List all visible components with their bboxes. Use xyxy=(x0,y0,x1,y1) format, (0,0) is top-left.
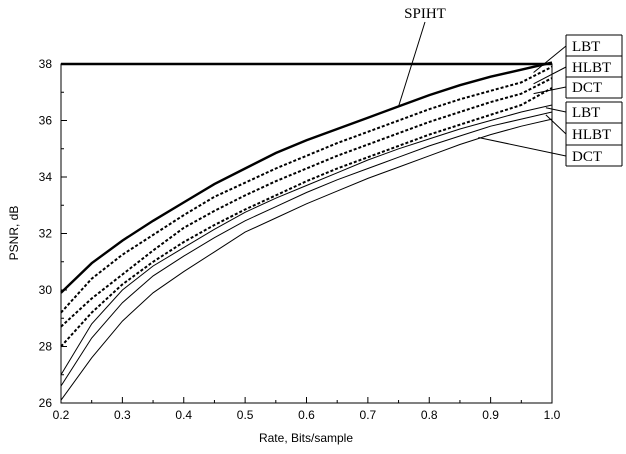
x-tick-label: 0.2 xyxy=(53,408,70,422)
lower-label-hlbt: HLBT xyxy=(572,127,611,143)
series-line-dct-dotted xyxy=(60,87,553,348)
upper-label-lbt: LBT xyxy=(572,39,600,55)
series-line-hlbt-thin-solid xyxy=(60,111,553,387)
plot-lines xyxy=(60,61,553,401)
y-axis-ticks: 26 28 30 32 34 36 38 xyxy=(39,57,67,410)
y-tick-label: 32 xyxy=(39,227,53,241)
y-tick-label: 36 xyxy=(39,114,53,128)
x-tick-label: 0.9 xyxy=(482,408,499,422)
series-line-hlbt-dotted xyxy=(60,77,553,328)
x-axis-title: Rate, Bits/sample xyxy=(259,431,353,445)
y-tick-label: 30 xyxy=(39,283,53,297)
upper-label-hlbt: HLBT xyxy=(572,60,611,76)
series-line-dct-thin-solid xyxy=(60,118,553,401)
annotations: SPIHT LBT HLBT DCT LBT HLBT DCT xyxy=(398,6,623,167)
spiht-label: SPIHT xyxy=(404,6,446,22)
x-tick-label: 0.8 xyxy=(421,408,438,422)
x-tick-label: 0.5 xyxy=(237,408,254,422)
series-line-spiht-thick-solid xyxy=(60,61,553,294)
lower-label-leader xyxy=(545,114,567,135)
x-axis-ticks: 0.2 0.3 0.4 0.5 0.6 0.7 0.8 0.9 1.0 xyxy=(53,397,561,422)
x-tick-label: 1.0 xyxy=(544,408,561,422)
x-tick-label: 0.6 xyxy=(298,408,315,422)
y-tick-label: 26 xyxy=(39,396,53,410)
upper-label-leader xyxy=(533,45,567,73)
upper-label-leader xyxy=(533,66,567,85)
upper-label-leader xyxy=(533,86,567,95)
y-tick-label: 28 xyxy=(39,340,53,354)
x-tick-label: 0.7 xyxy=(360,408,377,422)
spiht-leader xyxy=(398,21,426,107)
y-axis-title: PSNR, dB xyxy=(7,206,21,261)
lower-label-leader xyxy=(545,107,567,113)
x-tick-label: 0.3 xyxy=(114,408,131,422)
lower-label-leader xyxy=(478,136,567,157)
series-line-lbt-thin-solid xyxy=(60,104,553,376)
y-tick-label: 38 xyxy=(39,57,53,71)
upper-label-dct: DCT xyxy=(572,80,602,96)
lower-label-dct: DCT xyxy=(572,149,602,165)
lower-label-lbt: LBT xyxy=(572,105,600,121)
y-tick-label: 34 xyxy=(39,170,53,184)
x-tick-label: 0.4 xyxy=(175,408,192,422)
